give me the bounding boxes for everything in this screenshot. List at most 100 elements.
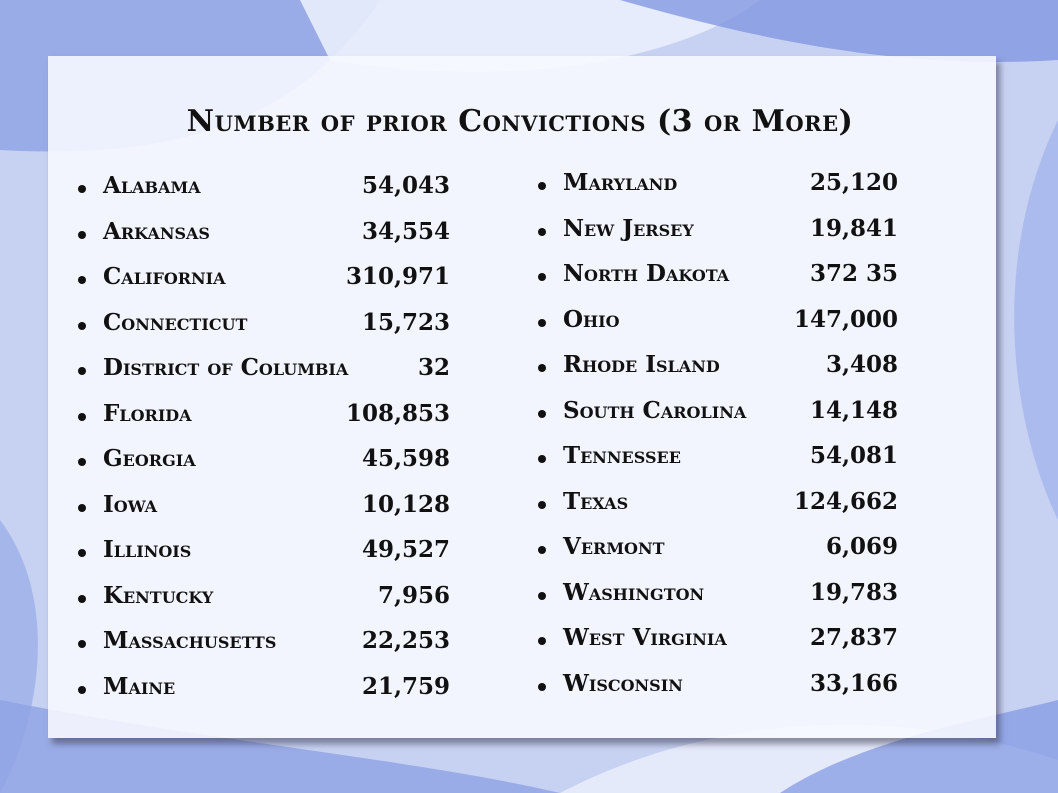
state-name: Kentucky (103, 581, 214, 609)
state-row: Arkansas 34,554 (78, 218, 518, 264)
state-name: Connecticut (103, 308, 248, 336)
state-name: New Jersey (563, 214, 694, 242)
bullet-icon (78, 594, 86, 603)
conviction-count: 54,081 (809, 442, 898, 469)
conviction-count: 54,043 (361, 172, 450, 199)
bullet-icon (78, 458, 86, 466)
bullet-icon (78, 503, 86, 512)
state-name: Wisconsin (563, 669, 683, 697)
state-row: Illinois 49,527 (78, 536, 518, 582)
conviction-count: 21,759 (361, 672, 450, 700)
bullet-icon (78, 549, 86, 557)
bullet-icon (538, 455, 546, 463)
state-row: Florida 108,853 (78, 400, 518, 446)
bullet-icon (538, 318, 546, 327)
state-name: Maryland (563, 169, 678, 196)
state-row: Maine 21,759 (78, 673, 518, 719)
bullet-icon (78, 412, 86, 421)
state-name: Rhode Island (563, 351, 720, 378)
state-row: Washington 19,783 (538, 579, 978, 625)
state-row: Kentucky 7,956 (78, 582, 518, 628)
state-row: North Dakota 372 35 (538, 260, 978, 306)
bullet-icon (78, 685, 86, 694)
conviction-count: 7,956 (377, 581, 450, 609)
bullet-icon (538, 273, 546, 281)
conviction-count: 49,527 (361, 536, 450, 563)
bullet-icon (78, 640, 86, 648)
conviction-count: 10,128 (361, 490, 450, 518)
state-name: California (103, 263, 226, 290)
conviction-count: 15,723 (361, 308, 450, 336)
state-row: Ohio 147,000 (538, 306, 978, 352)
conviction-count: 22,253 (361, 627, 450, 654)
state-name: Texas (563, 487, 629, 515)
state-row: Georgia 45,598 (78, 445, 518, 491)
state-name: Maine (103, 672, 176, 700)
state-row: Wisconsin 33,166 (538, 670, 978, 716)
conviction-count: 124,662 (793, 487, 898, 515)
conviction-count: 14,148 (809, 396, 898, 424)
conviction-count: 19,841 (809, 214, 898, 242)
conviction-count: 3,408 (825, 351, 898, 378)
conviction-count: 6,069 (825, 533, 898, 560)
state-row: Maryland 25,120 (538, 169, 978, 215)
state-name: Arkansas (103, 217, 210, 245)
state-name: South Carolina (563, 396, 747, 424)
state-name: Vermont (563, 533, 665, 560)
conviction-count: 33,166 (809, 669, 898, 697)
state-name: Georgia (103, 445, 196, 472)
bullet-icon (538, 227, 546, 236)
state-name: District of Columbia (103, 354, 349, 381)
state-row: Rhode Island 3,408 (538, 351, 978, 397)
conviction-count: 310,971 (345, 263, 450, 290)
state-row: Alabama 54,043 (78, 172, 518, 218)
conviction-count: 147,000 (793, 305, 898, 333)
state-name: West Virginia (563, 624, 727, 651)
state-row: Texas 124,662 (538, 488, 978, 534)
conviction-count: 372 35 (809, 260, 898, 287)
bullet-icon (538, 591, 546, 600)
bullet-icon (78, 367, 86, 375)
state-row: Massachusetts 22,253 (78, 627, 518, 673)
conviction-count: 19,783 (809, 578, 898, 606)
bullet-icon (78, 321, 86, 330)
state-name: Tennessee (563, 442, 681, 469)
bullet-icon (538, 546, 546, 554)
conviction-count: 45,598 (361, 445, 450, 472)
state-name: North Dakota (563, 260, 730, 287)
state-row: New Jersey 19,841 (538, 215, 978, 261)
state-name: Washington (563, 578, 705, 606)
right-state-list: Maryland 25,120 New Jersey 19,841 North Dako… (538, 169, 978, 715)
state-row: South Carolina 14,148 (538, 397, 978, 443)
bullet-icon (78, 230, 86, 239)
slide-card (48, 56, 996, 738)
left-state-list: Alabama 54,043 Arkansas 34,554 California 310… (78, 172, 518, 718)
bullet-icon (538, 500, 546, 509)
state-name: Florida (103, 399, 192, 427)
state-row: California 310,971 (78, 263, 518, 309)
state-name: Ohio (563, 305, 620, 333)
state-name: Iowa (103, 490, 158, 518)
state-row: District of Columbia 32 (78, 354, 518, 400)
bullet-icon (538, 682, 546, 691)
state-row: Vermont 6,069 (538, 533, 978, 579)
bullet-icon (538, 182, 546, 190)
conviction-count: 108,853 (345, 399, 450, 427)
conviction-count: 32 (417, 354, 450, 381)
bullet-icon (78, 185, 86, 193)
state-row: Tennessee 54,081 (538, 442, 978, 488)
state-name: Massachusetts (103, 627, 277, 654)
state-row: West Virginia 27,837 (538, 624, 978, 670)
state-name: Alabama (103, 172, 201, 199)
state-row: Connecticut 15,723 (78, 309, 518, 355)
conviction-count: 34,554 (361, 217, 450, 245)
state-name: Illinois (103, 536, 192, 563)
bullet-icon (78, 276, 86, 284)
state-row: Iowa 10,128 (78, 491, 518, 537)
slide-title: Number of prior Convictions (3 or More) (186, 104, 854, 139)
bullet-icon (538, 637, 546, 645)
conviction-count: 27,837 (809, 624, 898, 651)
bullet-icon (538, 409, 546, 418)
conviction-count: 25,120 (809, 169, 898, 196)
bullet-icon (538, 364, 546, 372)
